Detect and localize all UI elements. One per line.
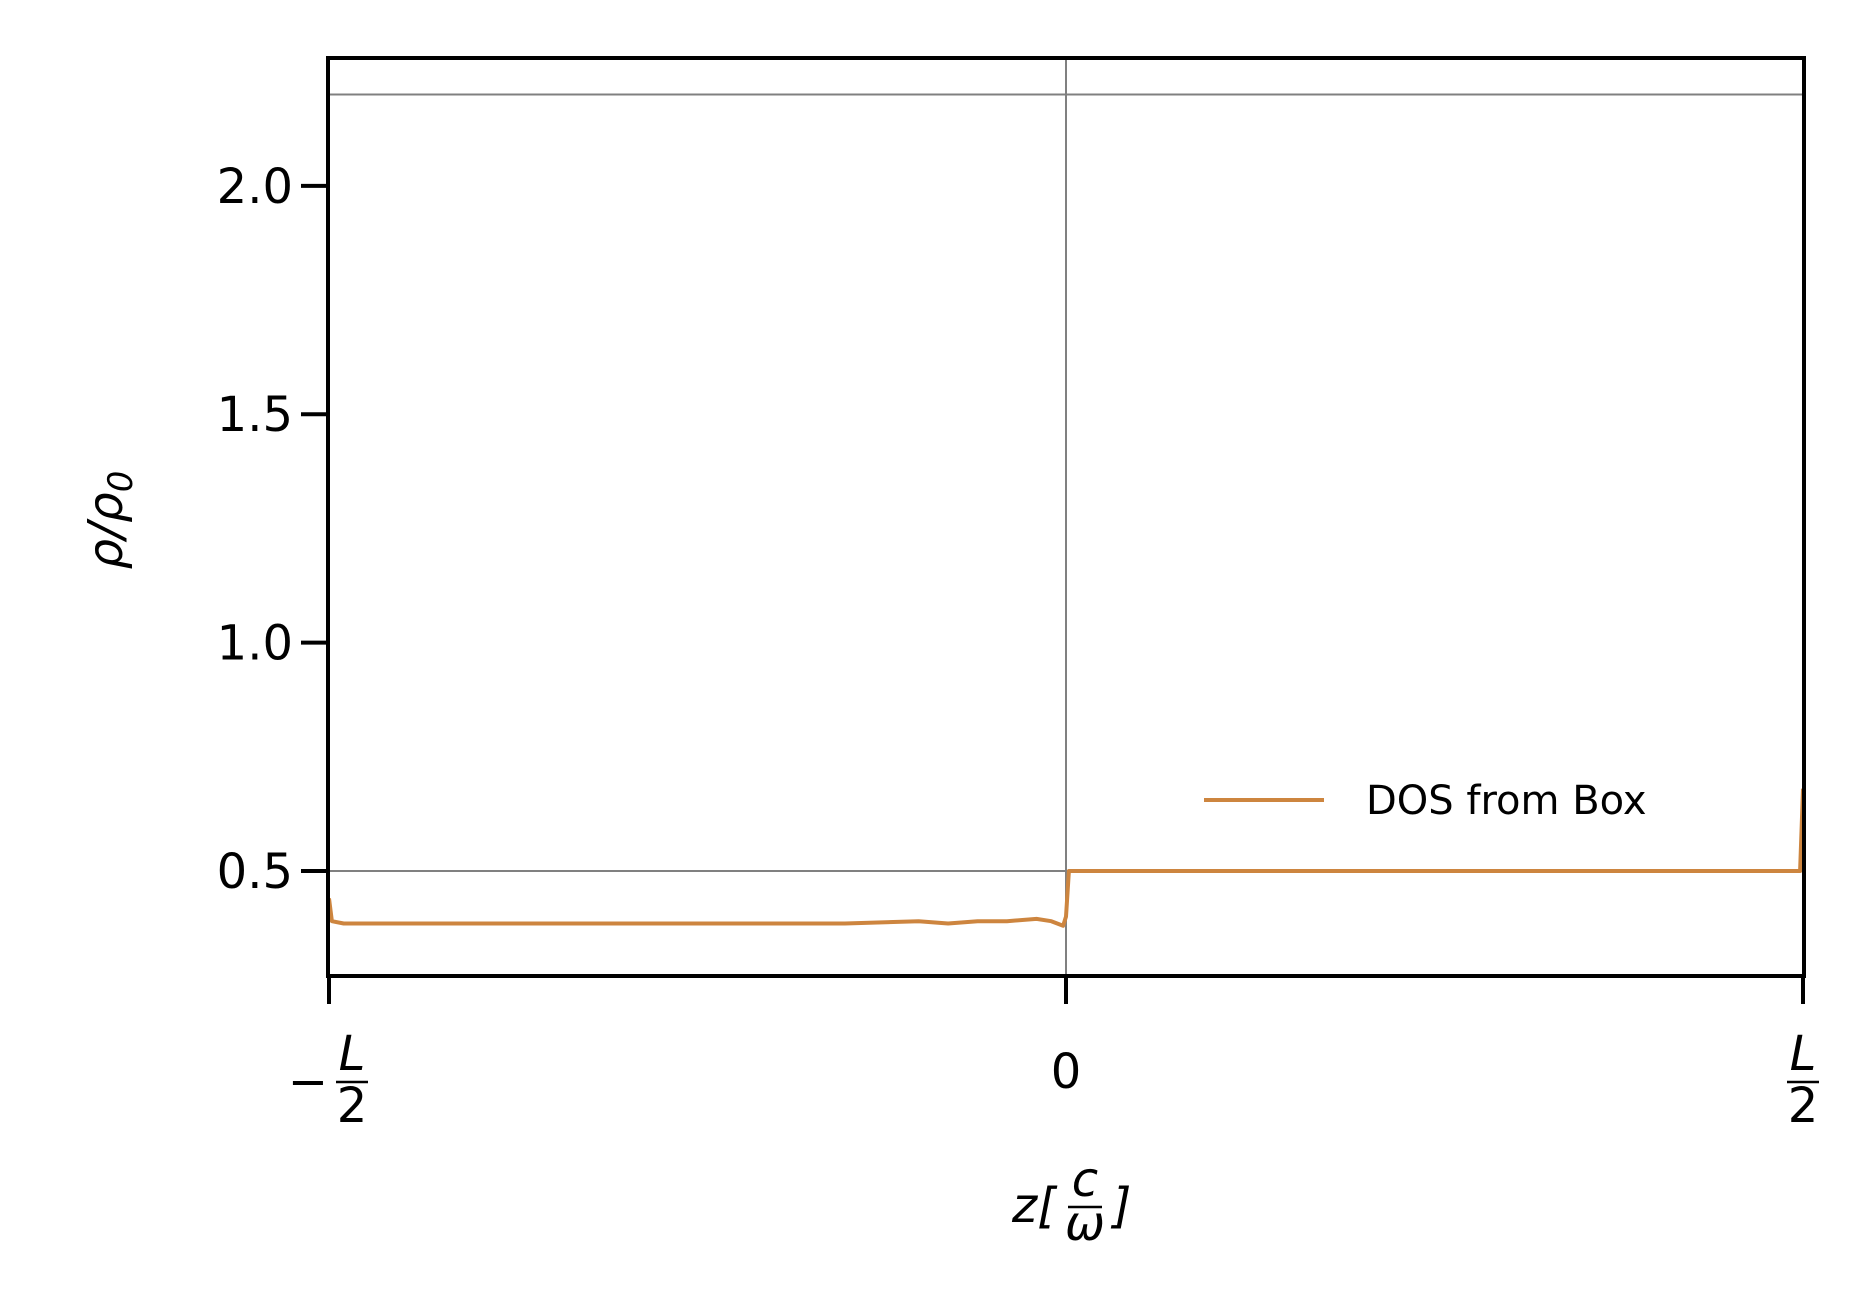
y-tick-label-1: 1.0	[217, 616, 293, 672]
x-axis-label-den: ω	[1065, 1196, 1105, 1252]
legend: DOS from Box	[1204, 778, 1647, 824]
x-axis-label-num: c	[1072, 1152, 1098, 1208]
y-tick-label-2: 1.5	[217, 387, 293, 443]
x-axis-label-main: z[	[1011, 1178, 1058, 1234]
reference-lines	[329, 58, 1803, 976]
y-tick-label-3: 2.0	[217, 159, 293, 215]
x-tick-label-mid: 0	[1051, 1044, 1082, 1100]
y-axis-ticks: 0.5 1.0 1.5 2.0	[217, 159, 329, 900]
x-axis-ticks: − L 2 0 L 2	[288, 976, 1819, 1134]
x-tick-label-left-den: 2	[337, 1078, 368, 1134]
legend-label: DOS from Box	[1366, 778, 1647, 824]
y-axis-label-sub: 0	[101, 471, 141, 493]
y-axis-label: ρ/ρ0	[78, 471, 141, 570]
svg-text:ρ/ρ0: ρ/ρ0	[78, 471, 141, 570]
x-axis-label-close: ]	[1111, 1178, 1132, 1234]
x-tick-label-left-sign: −	[288, 1054, 328, 1110]
y-tick-label-0: 0.5	[217, 844, 293, 900]
x-tick-label-right-den: 2	[1788, 1078, 1819, 1134]
series-line-0	[327, 788, 1805, 928]
x-axis-label: z[ c ω ]	[1011, 1152, 1131, 1252]
y-axis-label-main: ρ/ρ	[78, 492, 134, 569]
x-tick-label-right-num: L	[1790, 1026, 1817, 1082]
series-layer	[327, 788, 1805, 928]
x-tick-label-left-num: L	[339, 1026, 366, 1082]
